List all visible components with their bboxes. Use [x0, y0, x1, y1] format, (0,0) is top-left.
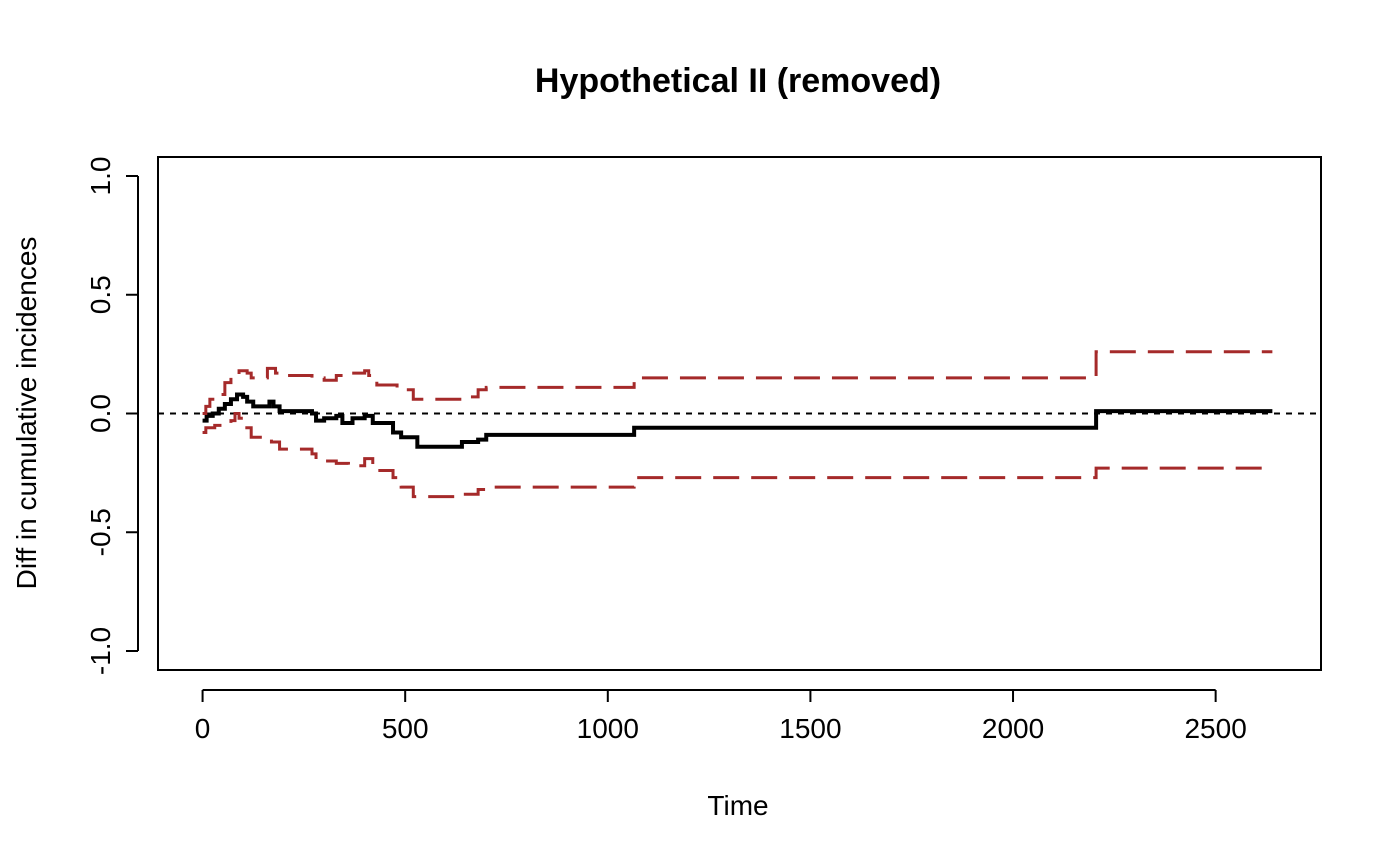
upper-confidence-band-line — [202, 350, 1273, 415]
series-layer — [158, 350, 1321, 499]
x-axis-label: Time — [707, 790, 768, 821]
x-tick-label: 0 — [195, 713, 211, 744]
y-tick-label: 0.5 — [85, 275, 116, 314]
lower-confidence-band-line — [202, 412, 1273, 499]
y-tick-label: -0.5 — [85, 508, 116, 556]
y-axis: -1.0 -0.5 0.0 0.5 1.0 — [85, 157, 139, 675]
x-tick-label: 2000 — [982, 713, 1044, 744]
y-tick-label: 1.0 — [85, 157, 116, 196]
x-axis: 0 500 1000 1500 2000 2500 — [195, 689, 1247, 744]
y-tick-label: -1.0 — [85, 627, 116, 675]
estimate-line — [202, 392, 1273, 449]
x-tick-label: 1500 — [779, 713, 841, 744]
x-tick-label: 1000 — [577, 713, 639, 744]
y-tick-label: 0.0 — [85, 394, 116, 433]
x-tick-label: 500 — [382, 713, 429, 744]
y-axis-label: Diff in cumulative incidences — [11, 237, 42, 590]
chart-title: Hypothetical II (removed) — [535, 62, 941, 100]
x-tick-label: 2500 — [1184, 713, 1246, 744]
